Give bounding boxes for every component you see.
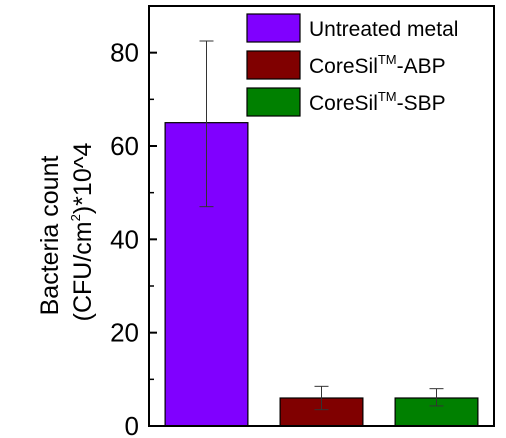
y-tick-label-60: 60 (110, 131, 139, 161)
legend-label-2-text: CoreSil (309, 55, 378, 78)
legend-swatch-1 (246, 13, 301, 43)
error-bars-layer (199, 40, 444, 411)
y-axis-title-line2: (CFU/cm2)*10^4 (68, 143, 97, 322)
y-axis-ticks: 0 20 40 60 80 (110, 38, 157, 438)
legend-label-3-suffix: -SBP (397, 92, 446, 115)
bars-layer (164, 122, 479, 427)
y-axis-title-unit-pre: (CFU/cm (69, 221, 97, 321)
legend-label-1: Untreated metal (309, 18, 458, 41)
y-axis-title-unit-sup: 2 (68, 214, 83, 221)
legend-label-3-text: CoreSil (309, 92, 378, 115)
legend: Untreated metalCoreSilTM-ABPCoreSilTM-SB… (246, 13, 458, 117)
legend-swatch-2 (246, 50, 301, 80)
y-tick-label-80: 80 (110, 38, 139, 68)
y-tick-label-40: 40 (110, 224, 139, 254)
legend-label-2: CoreSilTM-ABP (309, 52, 446, 78)
y-tick-label-20: 20 (110, 318, 139, 348)
legend-swatch-3 (246, 87, 301, 117)
legend-label-3-sup: TM (378, 89, 397, 104)
legend-label-3: CoreSilTM-SBP (309, 89, 446, 115)
plot-frame (148, 5, 495, 427)
legend-label-2-sup: TM (378, 52, 397, 67)
y-tick-label-0: 0 (125, 411, 139, 438)
legend-label-2-suffix: -ABP (397, 55, 446, 78)
y-axis-title-line1: Bacteria count (36, 156, 64, 316)
y-axis-title: Bacteria count (CFU/cm2)*10^4 (36, 143, 97, 322)
y-axis-title-unit-post: )*10^4 (69, 143, 97, 215)
legend-label-1-text: Untreated metal (309, 18, 458, 41)
